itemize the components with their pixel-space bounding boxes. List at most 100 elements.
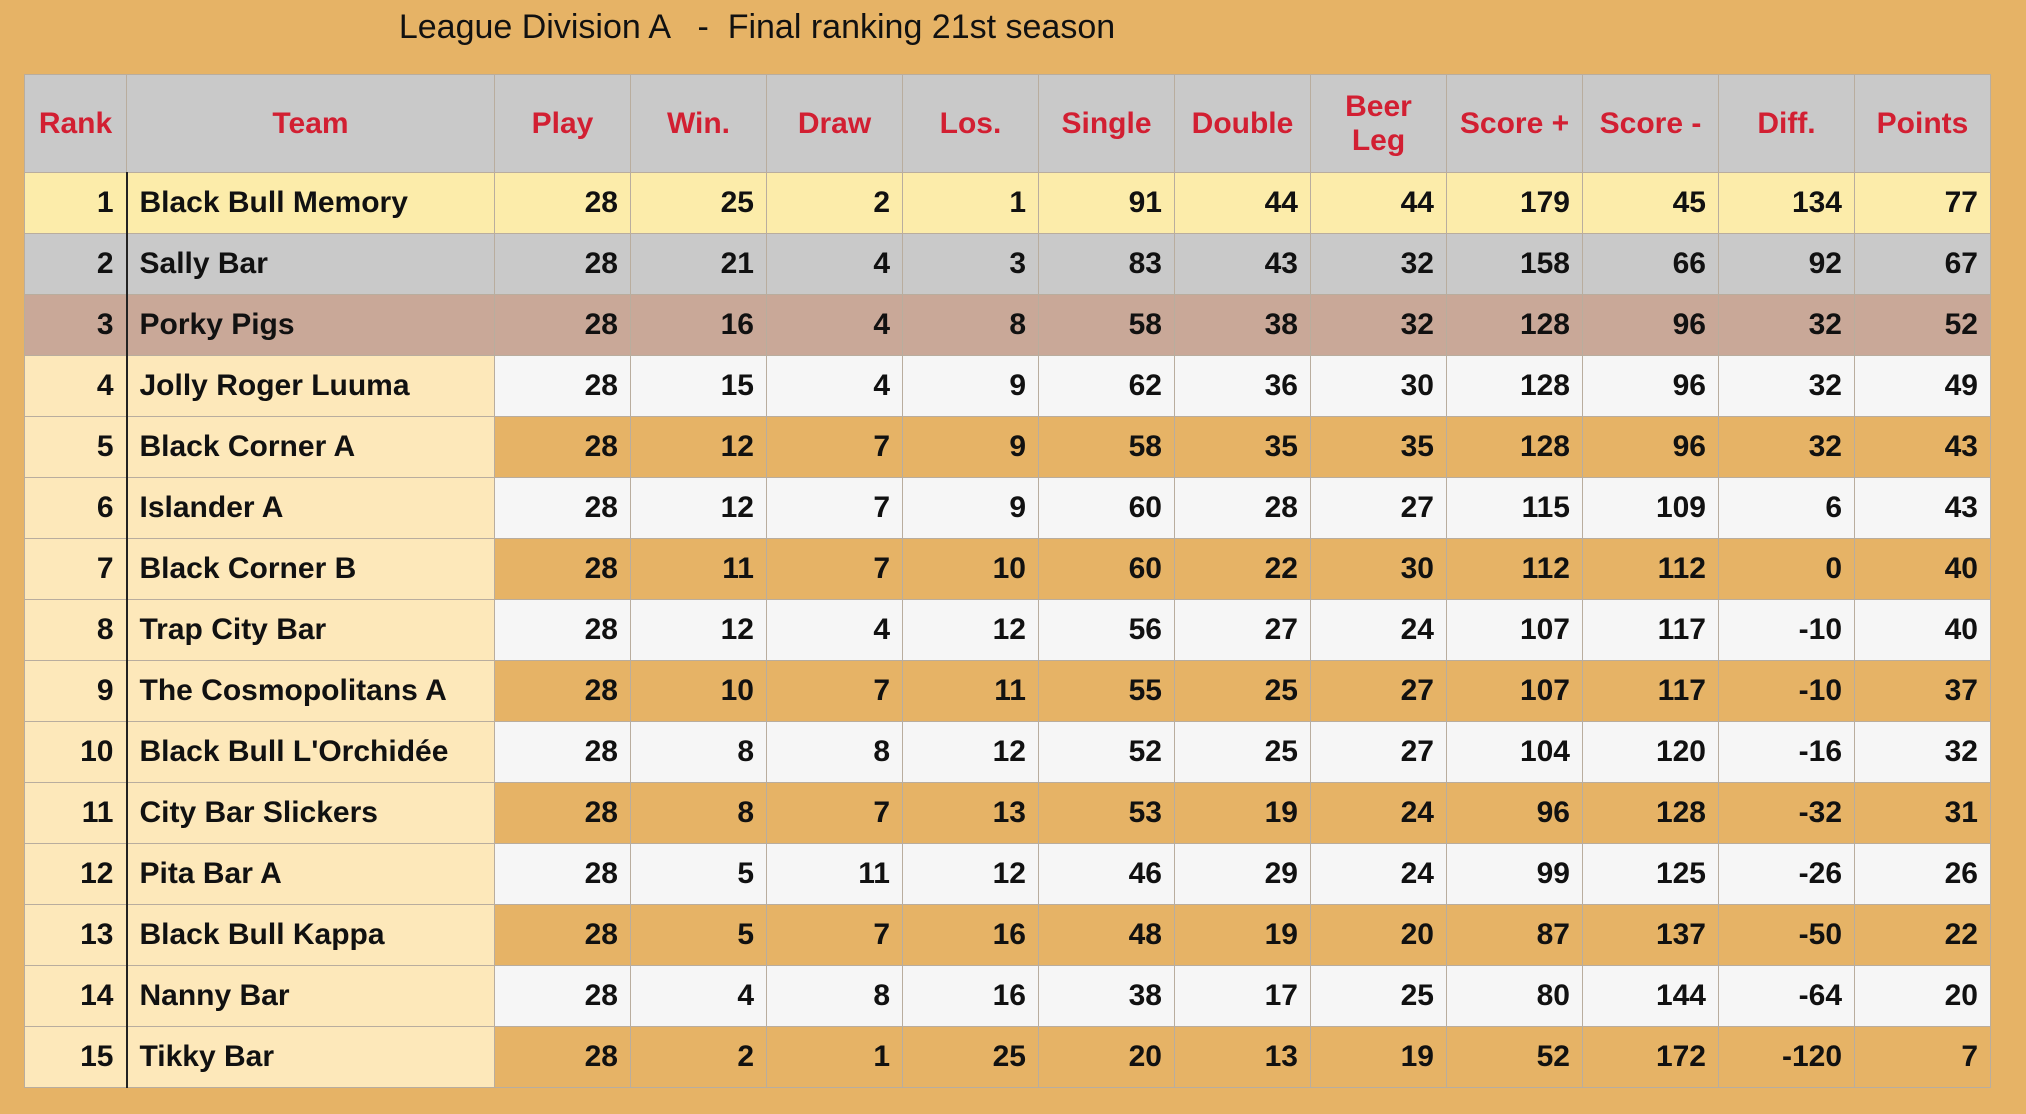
beer-leg-cell: 24	[1310, 843, 1447, 905]
header-rank[interactable]: Rank	[24, 74, 127, 173]
header-row: Rank Team Play Win. Draw Los. Single Dou…	[24, 74, 1991, 173]
win-cell: 21	[630, 233, 767, 295]
beer-leg-cell: 27	[1310, 477, 1447, 539]
table-row[interactable]: 2 Sally Bar 28 21 4 3 83 43 32 158 66 92 67	[24, 233, 1991, 295]
diff-cell: -10	[1718, 660, 1855, 722]
header-loss[interactable]: Los.	[902, 74, 1039, 173]
loss-cell: 16	[902, 965, 1039, 1027]
draw-cell: 2	[766, 172, 903, 234]
table-row[interactable]: 7 Black Corner B 28 11 7 10 60 22 30 112 112 0 40	[24, 538, 1991, 600]
diff-cell: -10	[1718, 599, 1855, 661]
score-minus-cell: 137	[1582, 904, 1719, 966]
score-minus-cell: 66	[1582, 233, 1719, 295]
header-single[interactable]: Single	[1038, 74, 1175, 173]
table-row[interactable]: 14 Nanny Bar 28 4 8 16 38 17 25 80 144 -64 20	[24, 965, 1991, 1027]
page-title: League Division A - Final ranking 21st s…	[398, 8, 1116, 46]
table-row[interactable]: 15 Tikky Bar 28 2 1 25 20 13 19 52 172 -120 7	[24, 1026, 1991, 1088]
table-row[interactable]: 3 Porky Pigs 28 16 4 8 58 38 32 128 96 32 52	[24, 294, 1991, 356]
header-draw[interactable]: Draw	[766, 74, 903, 173]
loss-cell: 8	[902, 294, 1039, 356]
play-cell: 28	[494, 233, 631, 295]
play-cell: 28	[494, 172, 631, 234]
play-cell: 28	[494, 904, 631, 966]
header-points[interactable]: Points	[1854, 74, 1991, 173]
single-cell: 20	[1038, 1026, 1175, 1088]
win-cell: 8	[630, 782, 767, 844]
single-cell: 53	[1038, 782, 1175, 844]
table-row[interactable]: 10 Black Bull L'Orchidée 28 8 8 12 52 25 27 104 12…	[24, 721, 1991, 783]
table-row[interactable]: 1 Black Bull Memory 28 25 2 1 91 44 44 179 45 134 77	[24, 172, 1991, 234]
points-cell: 31	[1854, 782, 1991, 844]
loss-cell: 16	[902, 904, 1039, 966]
table-row[interactable]: 12 Pita Bar A 28 5 11 12 46 29 24 99 125 -26 26	[24, 843, 1991, 905]
rank-cell: 12	[24, 843, 127, 905]
table-row[interactable]: 6 Islander A 28 12 7 9 60 28 27 115 109 6 43	[24, 477, 1991, 539]
win-cell: 2	[630, 1026, 767, 1088]
team-cell: Porky Pigs	[125, 294, 495, 356]
table-row[interactable]: 13 Black Bull Kappa 28 5 7 16 48 19 20 87 137 -50 22	[24, 904, 1991, 966]
header-double[interactable]: Double	[1174, 74, 1311, 173]
rank-cell: 11	[24, 782, 127, 844]
single-cell: 58	[1038, 416, 1175, 478]
play-cell: 28	[494, 1026, 631, 1088]
table-row[interactable]: 4 Jolly Roger Luuma 28 15 4 9 62 36 30 128 96 32 49	[24, 355, 1991, 417]
loss-cell: 9	[902, 355, 1039, 417]
score-plus-cell: 112	[1446, 538, 1583, 600]
play-cell: 28	[494, 355, 631, 417]
rank-cell: 3	[24, 294, 127, 356]
team-cell: Trap City Bar	[125, 599, 495, 661]
double-cell: 43	[1174, 233, 1311, 295]
rank-cell: 13	[24, 904, 127, 966]
single-cell: 56	[1038, 599, 1175, 661]
team-cell: Black Corner A	[125, 416, 495, 478]
header-win[interactable]: Win.	[630, 74, 767, 173]
rank-cell: 4	[24, 355, 127, 417]
play-cell: 28	[494, 660, 631, 722]
rank-cell: 7	[24, 538, 127, 600]
double-cell: 38	[1174, 294, 1311, 356]
header-score-minus[interactable]: Score -	[1582, 74, 1719, 173]
header-score-plus[interactable]: Score +	[1446, 74, 1583, 173]
team-cell: Jolly Roger Luuma	[125, 355, 495, 417]
points-cell: 26	[1854, 843, 1991, 905]
draw-cell: 8	[766, 965, 903, 1027]
header-team[interactable]: Team	[126, 74, 495, 173]
score-minus-cell: 120	[1582, 721, 1719, 783]
diff-cell: -32	[1718, 782, 1855, 844]
loss-cell: 12	[902, 721, 1039, 783]
score-plus-cell: 107	[1446, 660, 1583, 722]
table-row[interactable]: 9 The Cosmopolitans A 28 10 7 11 55 25 27 107 117-…	[24, 660, 1991, 722]
table-row[interactable]: 11 City Bar Slickers 28 8 7 13 53 19 24 96 128 -32 3…	[24, 782, 1991, 844]
table-row[interactable]: 5 Black Corner A 28 12 7 9 58 35 35 128 96 32 43	[24, 416, 1991, 478]
header-play[interactable]: Play	[494, 74, 631, 173]
beer-leg-cell: 44	[1310, 172, 1447, 234]
beer-leg-cell: 25	[1310, 965, 1447, 1027]
team-cell: The Cosmopolitans A	[125, 660, 495, 722]
single-cell: 46	[1038, 843, 1175, 905]
header-beer-leg[interactable]: Beer Leg	[1310, 74, 1447, 173]
draw-cell: 4	[766, 355, 903, 417]
play-cell: 28	[494, 477, 631, 539]
double-cell: 17	[1174, 965, 1311, 1027]
draw-cell: 4	[766, 599, 903, 661]
score-plus-cell: 128	[1446, 355, 1583, 417]
team-cell: Pita Bar A	[125, 843, 495, 905]
points-cell: 20	[1854, 965, 1991, 1027]
beer-leg-cell: 20	[1310, 904, 1447, 966]
draw-cell: 1	[766, 1026, 903, 1088]
win-cell: 5	[630, 904, 767, 966]
win-cell: 12	[630, 477, 767, 539]
play-cell: 28	[494, 416, 631, 478]
score-minus-cell: 45	[1582, 172, 1719, 234]
diff-cell: 32	[1718, 355, 1855, 417]
play-cell: 28	[494, 599, 631, 661]
rank-cell: 10	[24, 721, 127, 783]
header-diff[interactable]: Diff.	[1718, 74, 1855, 173]
table-row[interactable]: 8 Trap City Bar 28 12 4 12 56 27 24 107 117 -10 40	[24, 599, 1991, 661]
play-cell: 28	[494, 538, 631, 600]
score-minus-cell: 109	[1582, 477, 1719, 539]
team-cell: Black Corner B	[125, 538, 495, 600]
rank-cell: 14	[24, 965, 127, 1027]
single-cell: 48	[1038, 904, 1175, 966]
team-cell: Black Bull L'Orchidée	[125, 721, 495, 783]
